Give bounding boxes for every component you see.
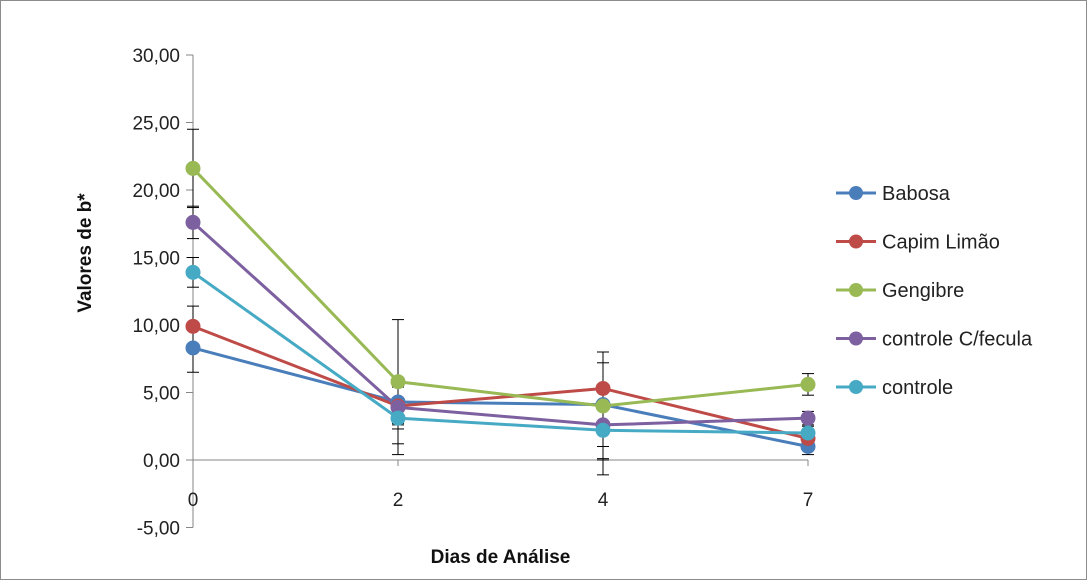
legend-label: controle (882, 377, 953, 399)
legend-marker (849, 331, 863, 346)
legend-marker (849, 186, 863, 200)
y-tick-label: 30,00 (132, 46, 180, 67)
y-tick-label: 20,00 (132, 181, 180, 202)
legend-label: controle C/fecula (882, 329, 1033, 351)
x-tick-label: 2 (393, 490, 404, 511)
series-line (192, 324, 809, 440)
x-tick-label: 7 (803, 490, 814, 511)
legend-marker (849, 234, 863, 249)
data-point (595, 398, 611, 414)
y-tick-label: -5,00 (137, 519, 180, 540)
legend-item: Gengibre (836, 280, 964, 302)
legend-marker (849, 283, 863, 297)
series-lines (191, 167, 809, 448)
legend-label: Babosa (882, 183, 951, 205)
data-point (595, 380, 611, 396)
data-point (800, 425, 816, 441)
legend: Babosa Capim Limão Gengibre controle C/fecu… (836, 183, 1033, 399)
data-point (185, 214, 201, 230)
y-tick-label: 5,00 (143, 384, 180, 405)
data-point (390, 410, 406, 426)
y-axis-title: Valores de b* (75, 193, 96, 313)
legend-item: controle C/fecula (836, 329, 1033, 351)
legend-item: Capim Limão (836, 232, 1000, 254)
legend-item: Babosa (836, 183, 951, 205)
legend-label: Capim Limão (882, 232, 1000, 254)
data-points (185, 160, 816, 454)
y-tick-label: 10,00 (132, 316, 180, 337)
data-point (185, 318, 201, 334)
legend-label: Gengibre (882, 280, 964, 302)
legend-item: controle (836, 377, 953, 399)
data-point (800, 376, 816, 392)
legend-marker (849, 380, 863, 394)
axes (192, 55, 808, 528)
y-ticks: -5,00 0,00 5,00 10,00 15,00 20,00 25,00 30,00 (132, 46, 193, 540)
data-point (390, 374, 406, 390)
y-tick-label: 25,00 (132, 114, 180, 135)
data-point (800, 410, 816, 426)
series-line (192, 346, 809, 448)
x-tick-label: 4 (598, 490, 609, 511)
series-line (192, 271, 809, 435)
x-ticks: 0 2 4 7 (188, 460, 814, 511)
series-line (191, 221, 809, 427)
y-tick-label: 15,00 (132, 249, 180, 270)
data-point (185, 340, 201, 356)
x-tick-label: 0 (188, 490, 199, 511)
data-point (185, 264, 201, 280)
x-axis-title: Dias de Análise (431, 547, 571, 568)
data-point (185, 160, 201, 176)
y-tick-label: 0,00 (143, 451, 180, 472)
series-line (191, 167, 809, 408)
data-point (595, 422, 611, 438)
